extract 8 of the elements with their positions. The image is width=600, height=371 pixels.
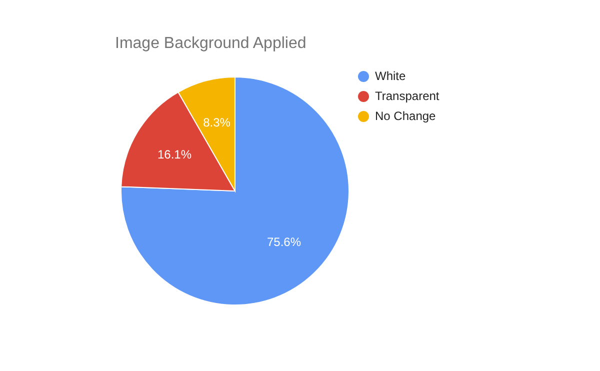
data-label: 8.3% (203, 116, 231, 130)
legend-label: White (375, 68, 406, 85)
data-label: 75.6% (267, 234, 302, 249)
legend-label: No Change (375, 108, 436, 125)
legend-label: Transparent (375, 88, 440, 105)
chart-title: Image Background Applied (115, 35, 306, 53)
pie-slice (120, 76, 350, 306)
data-label: 16.1% (157, 147, 192, 162)
